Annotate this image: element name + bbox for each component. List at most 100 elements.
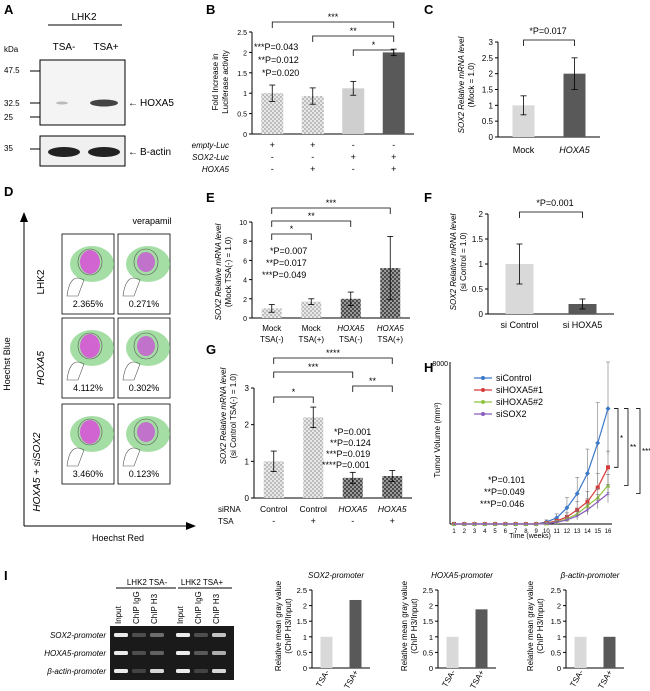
bar-2 xyxy=(603,636,616,668)
i-gel-band xyxy=(176,669,190,673)
y-tick-label: 2.5 xyxy=(551,586,561,595)
sig-stars: *** xyxy=(326,198,337,208)
b-sign: + xyxy=(391,152,396,162)
y-tick-label: 1 xyxy=(243,91,247,98)
y-tick-label: 3 xyxy=(489,38,494,47)
h-point: × xyxy=(534,522,538,529)
e-cat-bot: TSA(-) xyxy=(339,335,363,344)
panel-label-a: A xyxy=(4,2,14,17)
y-tick-label: 2 xyxy=(429,602,433,611)
b-sign: - xyxy=(392,140,395,150)
h-x-tick-label: 6 xyxy=(504,529,508,535)
i-gel-band xyxy=(132,669,146,673)
i-cat-label: TSA+ xyxy=(596,668,614,690)
y-tick-label: 1.5 xyxy=(297,617,307,626)
i-gel-band xyxy=(114,633,128,637)
h-point xyxy=(595,485,600,490)
h-ylabel: Tumor Volume (mm³) xyxy=(433,402,442,478)
c-ylabel-2: (Mock = 1.0) xyxy=(467,62,476,107)
y-tick-label: 2.5 xyxy=(297,586,307,595)
h-point: × xyxy=(524,522,528,529)
g-tsa-sign: - xyxy=(272,516,275,526)
bar-1 xyxy=(261,308,282,318)
d-side-population-gate xyxy=(122,277,141,297)
panel-b: B Fold Increase in Luciferase activity 0… xyxy=(192,2,414,174)
e-cat-top: HOXA5 xyxy=(377,324,405,333)
i3-ylabel-1: Relative mean gray value xyxy=(526,580,535,671)
y-tick-label: 2 xyxy=(243,50,247,57)
y-tick-label: 2 xyxy=(245,421,250,430)
y-tick-label: 2 xyxy=(557,602,561,611)
a-marker-25: 25 xyxy=(4,113,13,122)
y-tick-label: 0.5 xyxy=(237,112,247,119)
h-legend-2: siHOXA5#2 xyxy=(496,397,543,407)
d-flow-grid: 2.365% 0.271% 4.112% 0.302% 3.460% 0.123% xyxy=(61,233,171,485)
h-legend-marker xyxy=(481,400,485,404)
sig-stars: *** xyxy=(308,362,319,372)
a-marker-32: 32.5 xyxy=(4,99,20,108)
h-point: × xyxy=(472,522,476,529)
c-cat-hoxa5: HOXA5 xyxy=(559,145,591,155)
h-point: × xyxy=(483,522,487,529)
a-marker-35: 35 xyxy=(4,144,13,153)
i-cat-label: TSA- xyxy=(568,668,585,689)
f-ylabel-2: (si Control = 1.0) xyxy=(459,232,468,292)
d-gate-main xyxy=(133,248,159,276)
i3-title: β-actin-promoter xyxy=(560,571,620,580)
d-percent: 4.112% xyxy=(73,383,103,393)
i2-ylabel-2: (ChIP H3/Input) xyxy=(410,598,419,654)
panel-c: C SOX2 Relative mRNA level (Mock = 1.0) … xyxy=(424,2,600,155)
h-point xyxy=(584,470,590,476)
y-tick-label: 0 xyxy=(429,664,433,673)
c-cat-mock: Mock xyxy=(513,145,535,155)
i-gel-band xyxy=(150,669,164,673)
i-gel-band xyxy=(114,669,128,673)
h-x-tick-label: 15 xyxy=(594,529,601,535)
y-tick-label: 3 xyxy=(245,384,250,393)
y-tick-label: 2 xyxy=(303,602,307,611)
bar-1 xyxy=(261,93,284,134)
i-row-hoxa5: HOXA5-promoter xyxy=(44,649,106,658)
h-x-tick-label: 13 xyxy=(574,529,581,535)
i1-title: SOX2-promoter xyxy=(308,571,364,580)
b-sign: + xyxy=(270,140,275,150)
h-x-tick-label: 3 xyxy=(473,529,477,535)
d-percent: 3.460% xyxy=(73,469,104,479)
h-xlabel: Time (weeks) xyxy=(509,533,551,540)
a-lane-tsa-plus: TSA+ xyxy=(93,42,118,53)
panel-label-d: D xyxy=(4,184,13,199)
h-point: × xyxy=(462,522,466,529)
panel-label-f: F xyxy=(424,190,432,205)
bar-1 xyxy=(446,636,459,668)
sig-bracket xyxy=(271,233,312,240)
h-legend-3: siSOX2 xyxy=(496,409,527,419)
i-group-tsa-minus: LHK2 TSA- xyxy=(127,578,168,587)
b-sign: - xyxy=(271,164,274,174)
b-ylabel-1: Fold Increase in xyxy=(211,54,220,111)
h-x-tick-label: 8 xyxy=(524,529,528,535)
g-pval-2: **P=0.124 xyxy=(330,438,371,448)
a-arrow-actin: ← xyxy=(128,147,138,158)
bar-2 xyxy=(301,96,324,134)
y-tick-label: 8 xyxy=(243,239,247,246)
i1-ylabel-1: Relative mean gray value xyxy=(274,580,283,671)
e-cat-top: HOXA5 xyxy=(337,324,365,333)
g-ylabel-1: SOX2 Relative mRNA level xyxy=(219,367,228,464)
h-sig-stars: ** xyxy=(630,443,636,452)
i-cat-label: TSA- xyxy=(314,668,331,689)
g-row-sirna: siRNA xyxy=(218,505,241,514)
h-point: × xyxy=(503,522,507,529)
h-series-3 xyxy=(454,493,609,525)
panel-label-b: B xyxy=(206,2,215,17)
panel-e: E SOX2 Relative mRNA level (Mock TSA(-) … xyxy=(206,190,410,344)
y-tick-label: 1.5 xyxy=(423,617,433,626)
i-cat-label: TSA+ xyxy=(342,668,360,690)
i-gel-lane-0: Input xyxy=(114,605,123,624)
h-point: × xyxy=(544,521,548,528)
i-gel-lane-4: ChIP IgG xyxy=(194,591,203,624)
h-x-tick-label: 10 xyxy=(543,529,550,535)
y-tick-label: 2.5 xyxy=(482,54,494,63)
h-legend-0: siControl xyxy=(496,373,532,383)
sig-bracket xyxy=(352,385,393,392)
